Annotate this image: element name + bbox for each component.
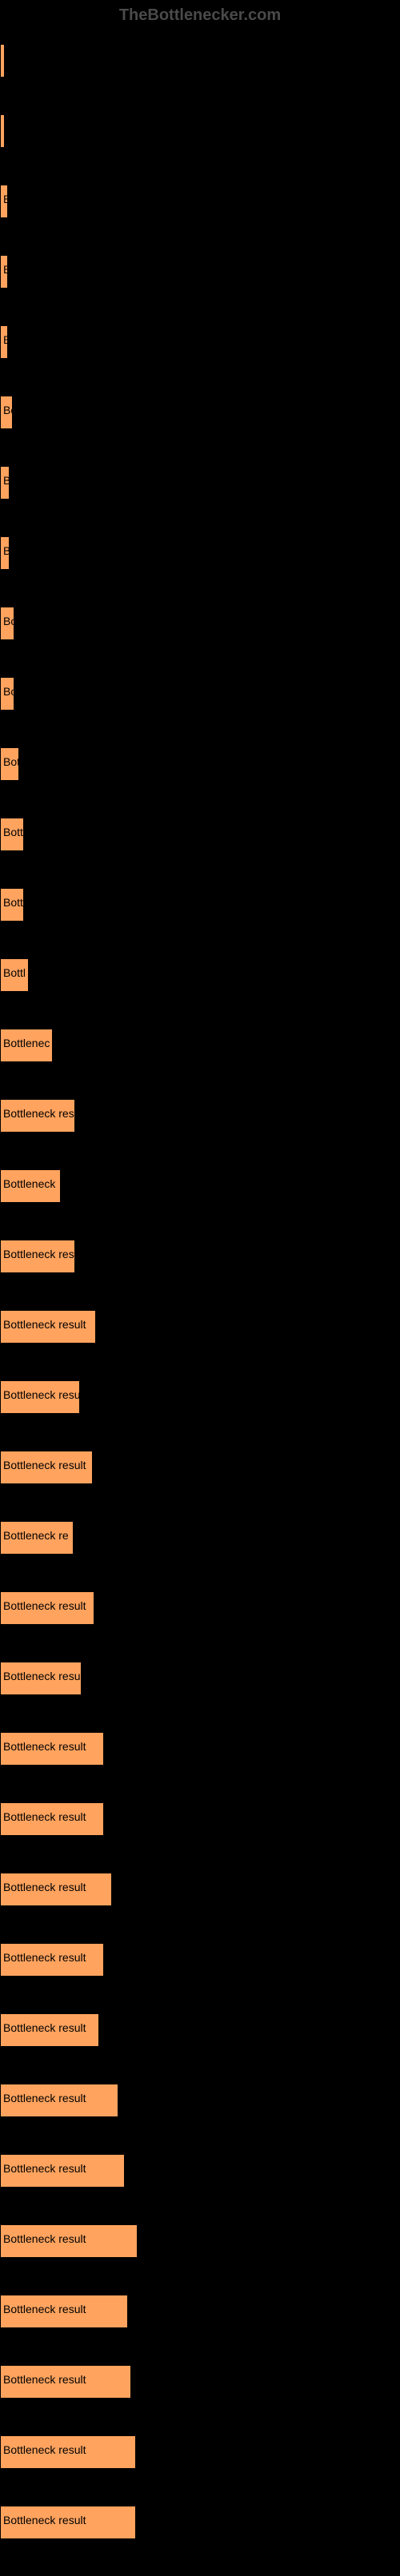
bar-label: Bottleneck re [3, 1529, 74, 1542]
bar-row: Bottleneck [0, 1153, 400, 1219]
bar-label: Bottleneck res [3, 1107, 75, 1120]
bar-label: B [3, 544, 10, 557]
bar-row: Bottlenec [0, 1013, 400, 1078]
watermark-text: TheBottlenecker.com [0, 0, 400, 28]
bar-label: Bottleneck result [3, 2373, 131, 2386]
bar-row: Bo [0, 380, 400, 445]
bar-label: Bottleneck result [3, 1459, 93, 1471]
bar-label: Bottleneck res [3, 1248, 75, 1260]
bar-label: Bot [3, 755, 19, 768]
bar-row: Bottl [0, 942, 400, 1008]
bar-label: Bottleneck result [3, 2021, 99, 2034]
bar-row: B [0, 309, 400, 375]
bar-label: Bottleneck result [3, 2443, 136, 2456]
bar-label: Bottleneck result [3, 2162, 125, 2175]
bar-row: Bottleneck result [0, 2349, 400, 2415]
bar-row [0, 28, 400, 94]
bar-label: Bottleneck result [3, 1951, 104, 1964]
bar-label: Bottleneck result [3, 2303, 128, 2315]
bar [0, 114, 5, 148]
bar-label: Bottleneck resu [3, 1670, 82, 1682]
bar-row: Bottleneck result [0, 2490, 400, 2555]
bar-row: Bottleneck result [0, 1575, 400, 1641]
bar-row: Bottleneck resu [0, 1364, 400, 1430]
bar-label: Bottleneck result [3, 2092, 118, 2104]
bar-row: B [0, 450, 400, 516]
bar-row: Bottleneck result [0, 1857, 400, 1922]
bar-row: Bottleneck res [0, 1224, 400, 1289]
bar-row: Bottleneck res [0, 1083, 400, 1149]
bar-row: Bottleneck result [0, 1435, 400, 1500]
bar-row: Bottleneck result [0, 2419, 400, 2485]
bar-label: Bo [3, 404, 13, 416]
bar-row: Bo [0, 661, 400, 727]
bar-row: Bottleneck result [0, 2208, 400, 2274]
bar-label: Bottleneck result [3, 1599, 94, 1612]
bar-row: Bo [0, 591, 400, 656]
bar-label: Bottlenec [3, 1037, 53, 1049]
bar-label: Bo [3, 615, 14, 627]
bar-label: Bottleneck result [3, 1318, 96, 1331]
bar-row [0, 98, 400, 164]
bar-row: Bottleneck re [0, 1505, 400, 1571]
bar-label: B [3, 333, 8, 346]
bar-row: Bott [0, 802, 400, 867]
bar-label: Bottleneck resu [3, 1388, 80, 1401]
bar-row: Bot [0, 731, 400, 797]
bar-row: Bottleneck result [0, 2138, 400, 2204]
bar-label: Bottleneck result [3, 1881, 112, 1893]
bar-row: Bottleneck result [0, 1997, 400, 2063]
bar-label: Bo [3, 685, 14, 698]
bar-row: Bottleneck result [0, 1927, 400, 1993]
bar-row: Bottleneck result [0, 1716, 400, 1782]
bar-label: Bottleneck result [3, 2514, 136, 2526]
bar-row: Bottleneck result [0, 2279, 400, 2344]
bar-label: B [3, 474, 10, 487]
bar-row: Bottleneck result [0, 1294, 400, 1360]
bar-label: B [3, 193, 8, 205]
bar-label: Bottl [3, 966, 29, 979]
bar [0, 44, 5, 78]
bar-label: Bottleneck result [3, 1740, 104, 1753]
bar-label: B [3, 263, 8, 276]
bar-row: Bottleneck result [0, 2068, 400, 2133]
bar-row: B [0, 520, 400, 586]
bar-row: B [0, 169, 400, 234]
bar-label: Bottleneck [3, 1177, 61, 1190]
bar-row: Bottleneck result [0, 1786, 400, 1852]
bar-row: Bott [0, 872, 400, 938]
bar-row: Bottleneck resu [0, 1646, 400, 1711]
bar-chart: B B B Bo B B Bo Bo Bot Bott Bott Bottl Bottlenec Bott… [0, 28, 400, 2576]
bar-label: Bott [3, 826, 24, 838]
bar-label: Bottleneck result [3, 1810, 104, 1823]
bar-label: Bottleneck result [3, 2232, 138, 2245]
bar-label: Bott [3, 896, 24, 909]
bar-row: B [0, 239, 400, 305]
